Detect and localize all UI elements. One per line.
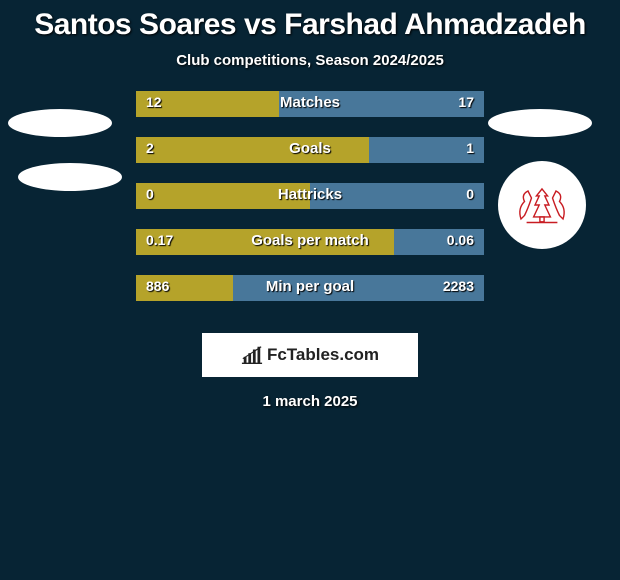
stat-label: Hattricks [136,186,484,203]
stat-row: Goals2 1 [136,137,484,163]
left-value: 886 [146,278,169,294]
right-value: 1 [466,140,474,156]
stat-label: Goals per match [136,232,484,249]
comparison-chart: Matches12 17 Goals2 1 Hattricks0 0 Goals per m… [0,91,620,321]
stat-label: Goals [136,140,484,157]
right-value: 0 [466,186,474,202]
stat-row: Matches12 17 [136,91,484,117]
logo-text: FcTables.com [267,345,379,365]
left-value: 0 [146,186,154,202]
right-value: 17 [458,94,474,110]
right-value: 0.06 [447,232,474,248]
stat-label: Min per goal [136,278,484,295]
stat-row: Goals per match0.17 0.06 [136,229,484,255]
fctables-logo: FcTables.com [202,333,418,377]
page-title: Santos Soares vs Farshad Ahmadzadeh [0,0,620,42]
date-label: 1 march 2025 [0,393,620,410]
stat-rows: Matches12 17 Goals2 1 Hattricks0 0 Goals per m… [136,91,484,321]
stat-label: Matches [136,94,484,111]
crest-icon [507,180,577,230]
left-value: 12 [146,94,162,110]
stat-row: Min per goal886 2283 [136,275,484,301]
stat-row: Hattricks0 0 [136,183,484,209]
left-value: 0.17 [146,232,173,248]
right-club-badge [488,109,592,137]
left-club-badge [18,163,122,191]
left-value: 2 [146,140,154,156]
subtitle: Club competitions, Season 2024/2025 [0,52,620,69]
right-club-crest [498,161,586,249]
right-value: 2283 [443,278,474,294]
bar-chart-icon [241,345,263,365]
left-club-badge [8,109,112,137]
